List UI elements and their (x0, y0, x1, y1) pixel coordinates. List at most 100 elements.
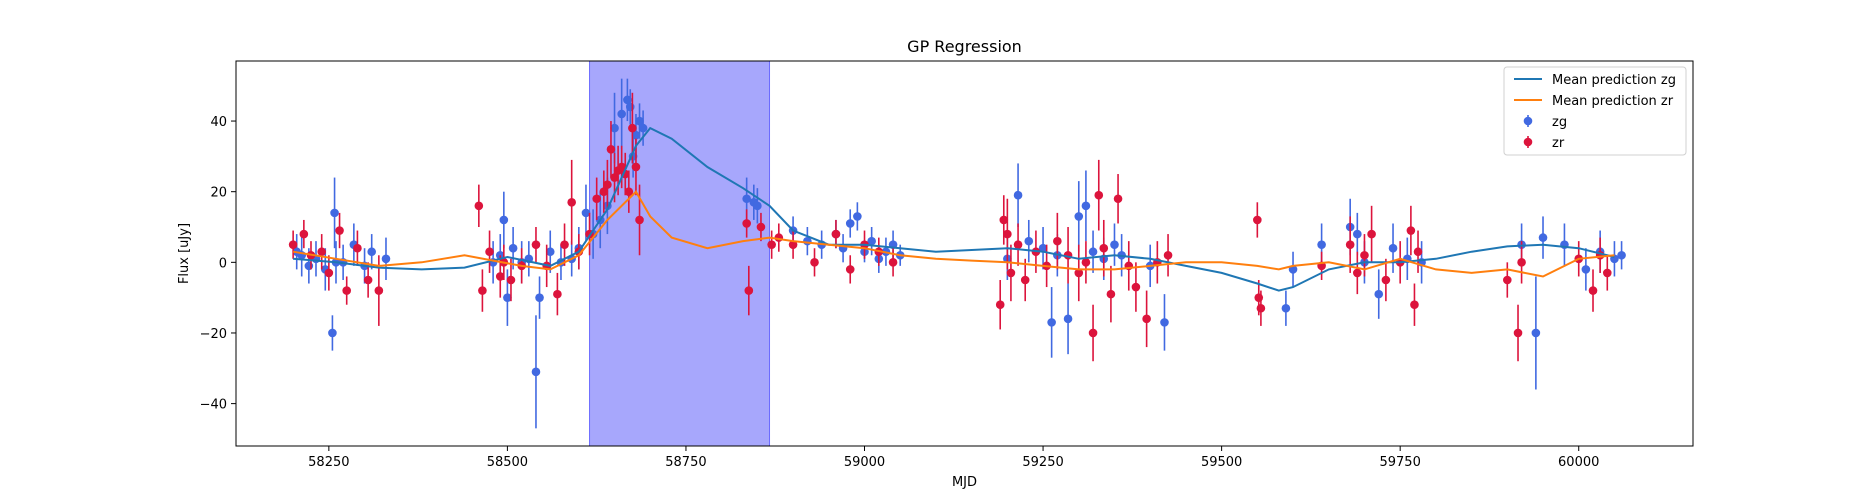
zr-marker (1256, 303, 1266, 313)
zg-marker (367, 247, 377, 257)
zg-point (367, 234, 377, 270)
zr-point (1081, 241, 1091, 284)
zr-marker (744, 286, 754, 295)
zr-point (1602, 255, 1612, 291)
y-axis-label: Flux [uJy] (177, 223, 192, 284)
legend-item: zg (1523, 115, 1567, 130)
y-tick-label: 20 (210, 186, 227, 201)
zg-marker (635, 116, 644, 126)
zr-marker (1254, 293, 1264, 302)
zr-point (592, 177, 601, 220)
zr-point (317, 234, 327, 270)
zr-marker (631, 162, 641, 172)
zg-marker (1074, 212, 1084, 221)
x-tick-label: 58750 (665, 455, 706, 470)
zr-marker (1099, 243, 1109, 253)
zr-point (1513, 304, 1523, 362)
zr-point (474, 184, 484, 228)
zg-marker (631, 130, 641, 140)
zr-point (1163, 234, 1173, 277)
zr-marker (1413, 247, 1423, 257)
zg-marker (381, 254, 391, 264)
x-tick-label: 60000 (1558, 455, 1599, 470)
zr-point (1006, 244, 1016, 302)
zr-point (599, 170, 609, 213)
zg-point (617, 78, 626, 150)
zg-marker (581, 208, 591, 218)
zr-marker (810, 258, 819, 267)
zr-point (531, 227, 541, 263)
zg-point (1081, 170, 1091, 242)
zg-marker (1081, 201, 1091, 211)
zr-marker (999, 215, 1009, 225)
legend-label: Mean prediction zg (1552, 73, 1676, 88)
zg-point (1038, 227, 1048, 270)
zg-marker (845, 219, 855, 228)
legend-box (1503, 66, 1687, 156)
zg-marker (1047, 318, 1056, 327)
zr-marker (606, 145, 616, 154)
zr-point (756, 212, 766, 242)
zr-marker (353, 243, 362, 253)
shaded-region (589, 60, 771, 447)
zr-point (553, 272, 562, 316)
zg-marker (1038, 243, 1048, 253)
zr-point (1153, 241, 1162, 284)
zr-point (353, 230, 362, 266)
x-tick-label: 58250 (308, 455, 349, 470)
zr-marker (1406, 226, 1416, 235)
zr-marker (1517, 258, 1526, 267)
legend-label: zg (1552, 115, 1567, 130)
zg-marker (1531, 328, 1541, 338)
x-tick-label: 58500 (487, 455, 528, 470)
zr-marker (628, 123, 637, 133)
zg-marker (867, 236, 876, 246)
zr-marker (767, 240, 776, 249)
zg-point (1281, 290, 1291, 326)
zr-marker (599, 187, 609, 196)
zg-point (1538, 216, 1548, 259)
zr-point (1074, 244, 1084, 302)
zg-point (297, 234, 307, 277)
zg-point (1088, 230, 1098, 273)
zr-marker (995, 300, 1005, 310)
zg-point (1531, 276, 1541, 390)
zg-marker (742, 194, 751, 204)
zg-marker (1538, 233, 1548, 242)
x-tick-label: 59250 (1022, 455, 1063, 470)
zr-marker (831, 229, 841, 239)
zr-marker (1053, 236, 1062, 246)
zr-marker (342, 286, 352, 295)
zr-point (1020, 258, 1030, 302)
zr-marker (324, 268, 334, 278)
shaded-region-layer (589, 60, 771, 447)
legend-label: Mean prediction zr (1552, 94, 1674, 109)
zg-marker (503, 293, 512, 302)
zr-marker (560, 240, 569, 249)
zr-point (1367, 205, 1376, 263)
zr-point (1113, 174, 1123, 224)
zr-marker (1081, 258, 1091, 267)
zg-point (1374, 269, 1384, 319)
zr-point (617, 145, 626, 189)
zg-point (535, 276, 544, 319)
zr-marker (603, 180, 612, 189)
zr-point (485, 230, 494, 273)
zr-point (342, 276, 352, 305)
x-axis-ticks: 58250 58500 58750 59000 59250 59500 59750 60000 (308, 446, 1599, 470)
zg-marker (508, 243, 518, 253)
zg-point (1610, 241, 1619, 277)
zr-point (1099, 219, 1109, 277)
zg-point (328, 315, 337, 351)
zr-marker (1360, 250, 1369, 260)
zr-point (767, 230, 776, 259)
zr-point (845, 255, 855, 284)
zr-marker (1410, 300, 1419, 310)
zg-point (1063, 283, 1073, 355)
legend-marker-swatch (1523, 137, 1533, 147)
zr-marker (1006, 268, 1016, 278)
zg-marker (1617, 250, 1626, 260)
zr-marker (531, 240, 541, 249)
zr-marker (1013, 240, 1023, 249)
